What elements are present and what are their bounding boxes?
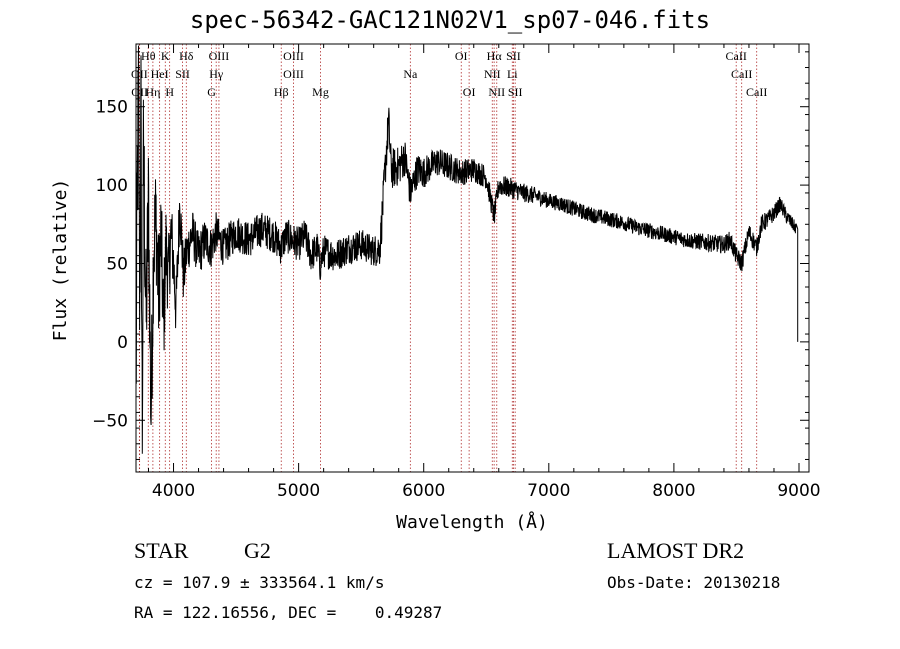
marker-label: Hδ: [179, 49, 194, 63]
marker-label: OII: [131, 85, 148, 99]
marker-label: NII: [484, 67, 501, 81]
marker-label: H: [165, 85, 174, 99]
y-tick-label: 50: [106, 254, 128, 274]
marker-label: CaII: [731, 67, 752, 81]
obs-date: Obs-Date: 20130218: [607, 573, 781, 592]
marker-label: OIII: [283, 67, 304, 81]
marker-label: HeI: [151, 67, 169, 81]
marker-label: NII: [488, 85, 505, 99]
x-tick-label: 5000: [277, 481, 320, 501]
marker-label: Na: [403, 67, 418, 81]
marker-label: Hβ: [274, 85, 289, 99]
x-tick-label: 4000: [152, 481, 195, 501]
marker-label: Hη: [145, 85, 160, 99]
y-axis-label: Flux (relative): [50, 179, 71, 342]
y-tick-label: 100: [96, 176, 128, 196]
x-tick-label: 6000: [402, 481, 445, 501]
marker-label: Hθ: [141, 49, 156, 63]
chart-title: spec-56342-GAC121N02V1_sp07-046.fits: [189, 6, 711, 34]
marker-label: OI: [463, 85, 476, 99]
y-axis-ticks: −50 0 50 100 150: [92, 51, 809, 460]
x-axis-ticks: 4000 5000 6000 7000 8000 9000: [148, 44, 821, 501]
plot-frame: [135, 43, 810, 473]
x-tick-label: 8000: [652, 481, 695, 501]
marker-label: SII: [508, 85, 523, 99]
marker-label: CaII: [726, 49, 747, 63]
redshift-line: cz = 107.9 ± 333564.1 km/s: [134, 573, 385, 592]
x-axis-label: Wavelength (Å): [396, 511, 548, 533]
marker-label: OI: [455, 49, 468, 63]
y-tick-label: 150: [96, 98, 128, 118]
marker-label: OIII: [283, 49, 304, 63]
marker-label: CaII: [746, 85, 767, 99]
coordinates: RA = 122.16556, DEC = 0.49287: [134, 603, 443, 622]
marker-label: Li: [507, 67, 518, 81]
marker-label: G: [207, 85, 216, 99]
marker-label: SII: [506, 49, 521, 63]
y-tick-label: −50: [92, 411, 128, 431]
survey-label: LAMOST DR2: [607, 538, 745, 563]
marker-label: Hγ: [209, 67, 224, 81]
object-subclass: G2: [244, 538, 271, 563]
marker-label: K: [161, 49, 170, 63]
object-class: STAR: [134, 538, 189, 563]
y-tick-label: 0: [117, 333, 128, 353]
x-tick-label: 7000: [527, 481, 570, 501]
marker-label: Hα: [487, 49, 503, 63]
marker-label: Mg: [312, 85, 329, 99]
marker-label: OII: [131, 67, 148, 81]
x-tick-label: 9000: [777, 481, 820, 501]
spectrum-line: [135, 45, 799, 454]
marker-label: OIII: [209, 49, 230, 63]
marker-label: SII: [175, 67, 190, 81]
